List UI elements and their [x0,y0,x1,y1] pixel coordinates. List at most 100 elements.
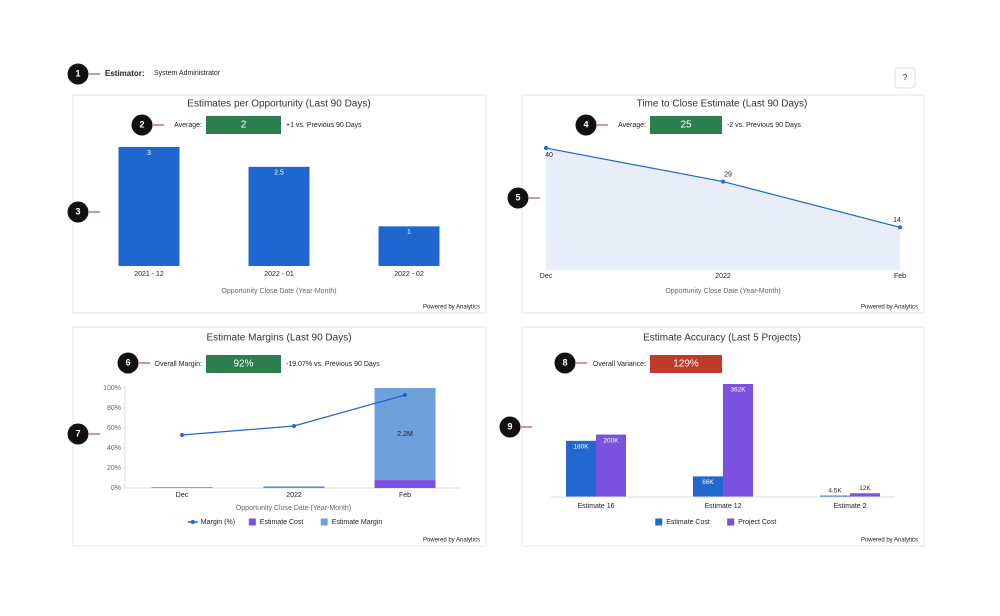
chart-title: Time to Close Estimate (Last 90 Days) [637,99,808,110]
legend-dot [190,520,195,524]
callout-number: 6 [125,357,130,367]
x-tick-label: 2022 [286,492,302,499]
bar [263,487,325,488]
data-label: 12K [859,485,871,492]
y-tick-label: 40% [107,445,121,452]
bar [596,434,626,497]
data-label: 362K [730,387,746,394]
data-label: 2.2M [397,431,413,438]
data-label: 29 [724,171,732,178]
bar [820,495,850,497]
data-label: 200K [603,437,619,444]
chart-title: Estimates per Opportunity (Last 90 Days) [187,99,370,110]
point [180,433,184,437]
callout-badge [117,352,139,374]
kpi-value: 25 [680,120,692,131]
x-tick-label: 2022 - 01 [264,271,294,278]
callout-number: 9 [507,421,512,431]
kpi-value: 92% [233,359,253,370]
kpi-value: 2 [241,120,247,131]
kpi-label: Overall Variance: [593,361,646,368]
x-tick-label: Dec [176,492,189,499]
x-tick-label: Feb [894,273,906,280]
callout-number: 5 [515,192,520,202]
callout-number: 3 [75,206,80,216]
kpi-value: 129% [673,359,699,370]
x-tick-label: 2021 - 12 [134,271,164,278]
kpi-box [206,355,281,373]
legend-swatch [320,518,328,526]
callout-badge [67,201,89,223]
data-label: 40 [545,152,553,159]
kpi-label: Average: [174,122,202,129]
bar [263,486,325,488]
callout-badge [67,423,89,445]
legend-label: Margin (%) [201,519,235,526]
y-tick-label: 80% [107,405,121,412]
footer: Powered by Analytics [423,305,480,311]
kpi-label: Average: [618,122,646,129]
callout-badge [67,63,89,85]
data-label: 66K [702,479,714,486]
x-tick-label: 2022 [715,273,731,280]
area [546,148,900,270]
kpi-box [206,116,281,134]
kpi-delta: +1 vs. Previous 90 Days [286,122,362,129]
footer: Powered by Analytics [423,538,480,544]
callout-number: 7 [75,428,80,438]
bar [248,166,310,266]
data-label: 4.5K [828,487,842,494]
legend-label: Estimate Cost [260,519,304,526]
footer: Powered by Analytics [861,305,918,311]
kpi-box [650,116,722,134]
x-tick-label: Feb [399,492,411,499]
kpi-label: Overall Margin: [155,361,203,368]
data-label: 1 [407,229,411,236]
y-tick-label: 0% [111,485,121,492]
legend-swatch [655,518,663,526]
callout-number: 8 [562,357,567,367]
estimator-value: System Administrator [154,70,221,77]
point [721,179,725,184]
chart-title: Estimate Margins (Last 90 Days) [206,333,351,344]
legend-label: Estimate Margin [332,519,383,526]
data-label: 2.5 [274,170,284,177]
callout-number: 2 [139,119,144,129]
kpi-delta: -2 vs. Previous 90 Days [727,122,801,129]
kpi-delta: -19.07% vs. Previous 90 Days [286,361,380,368]
data-label: 180K [573,444,589,451]
callout-badge [507,187,529,209]
y-tick-label: 100% [103,385,121,392]
callout-badge [131,114,153,136]
x-axis-title: Opportunity Close Date (Year-Month) [665,288,780,295]
legend-label: Project Cost [738,519,776,526]
bar [850,493,880,497]
bar [723,384,753,497]
x-axis-title: Opportunity Close Date (Year-Month) [221,288,336,295]
bar [374,388,436,481]
x-axis-title: Opportunity Close Date (Year-Month) [236,505,351,512]
help-text[interactable]: ? [903,73,908,82]
callout-badge [575,114,597,136]
legend-swatch [727,518,735,526]
help-button[interactable] [894,67,916,89]
x-tick-label: 2022 - 02 [394,271,424,278]
kpi-box [650,355,722,373]
x-tick-label: Dec [540,273,553,280]
x-tick-label: Estimate 2 [833,503,866,510]
bar [118,147,180,266]
bar [693,476,723,497]
bar [378,226,440,266]
footer: Powered by Analytics [861,538,918,544]
callout-badge [499,416,521,438]
data-label: 3 [147,150,151,157]
estimator-label: Estimator: [105,69,145,78]
y-tick-label: 60% [107,425,121,432]
bar [566,440,596,497]
callout-number: 1 [75,68,80,78]
x-tick-label: Estimate 16 [578,503,615,510]
y-tick-label: 20% [107,465,121,472]
point [898,225,902,230]
chart-title: Estimate Accuracy (Last 5 Projects) [643,333,801,344]
